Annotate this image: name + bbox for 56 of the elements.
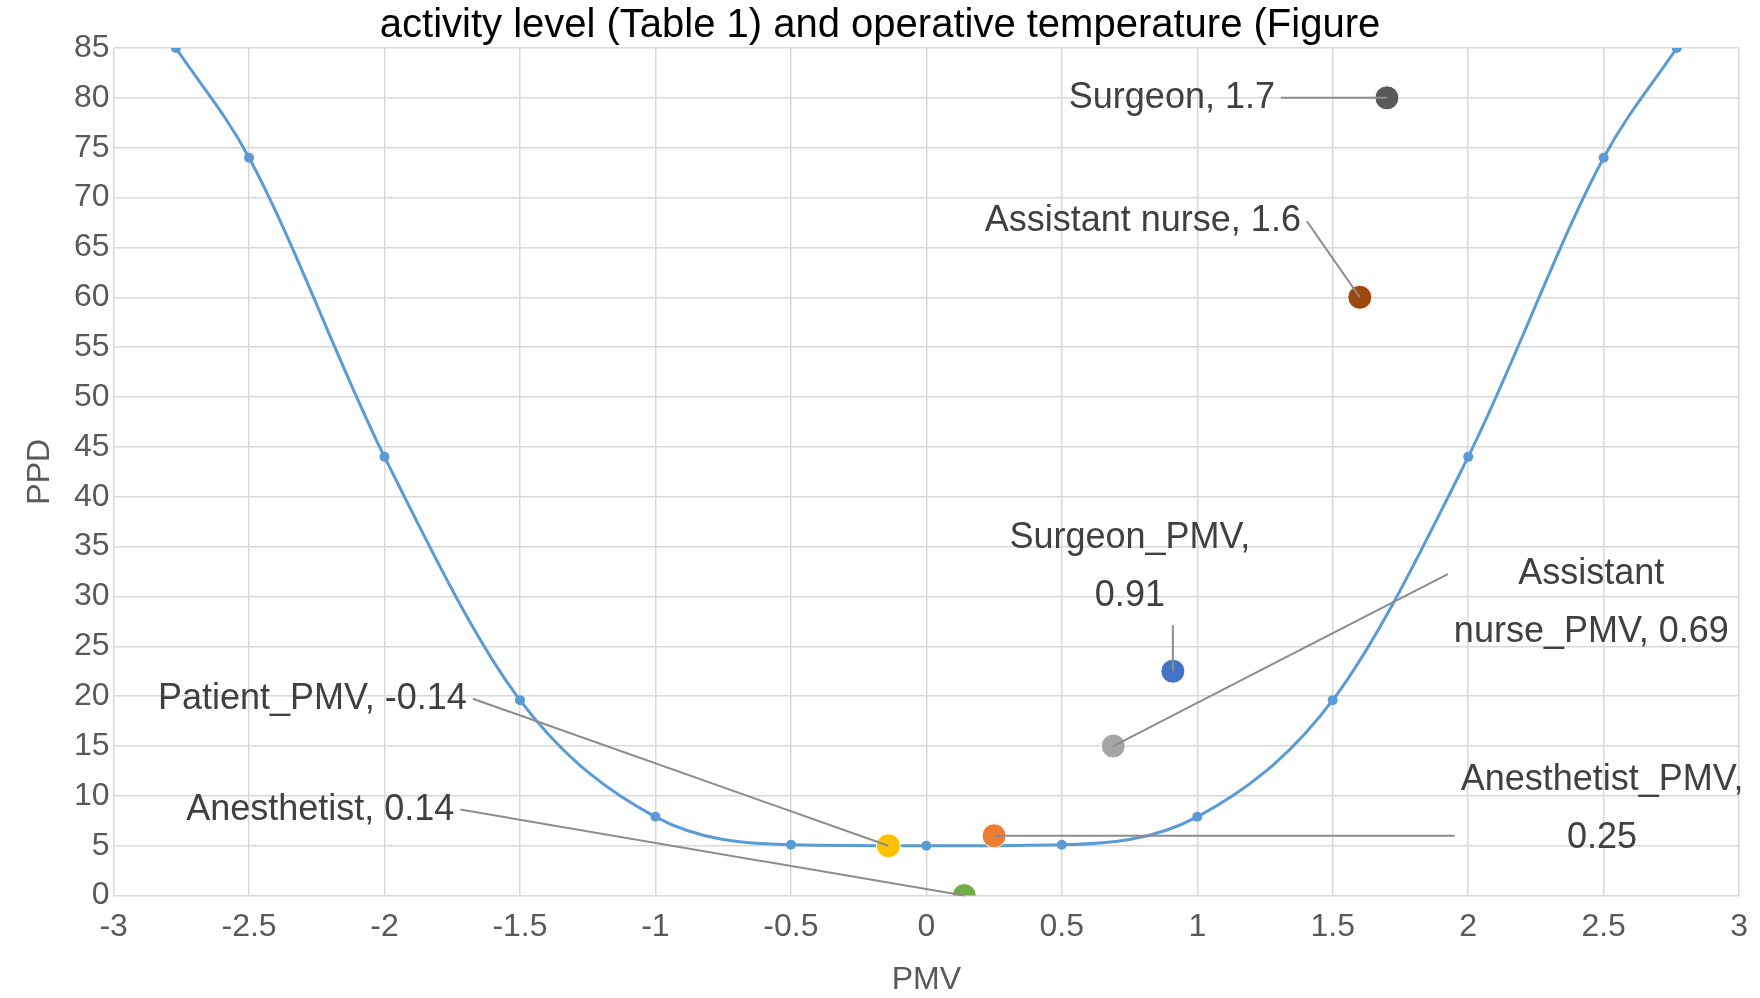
point	[514, 695, 525, 706]
annotation: Anesthetist, 0.14	[186, 786, 455, 828]
y-tick-label: 25	[74, 626, 110, 663]
point	[1463, 451, 1474, 462]
y-axis-title: PPD	[19, 438, 56, 505]
y-tick-label: 30	[74, 576, 110, 613]
y-tick-label: 60	[74, 277, 110, 314]
point	[1100, 733, 1126, 759]
point	[1327, 695, 1338, 706]
point	[875, 833, 901, 859]
y-tick-label: 20	[74, 675, 110, 712]
point	[785, 839, 796, 850]
point	[244, 152, 255, 163]
annotation: Patient_PMV, -0.14	[157, 675, 467, 717]
x-tick-label: 0	[917, 906, 936, 943]
annotation: Surgeon, 1.7	[1068, 74, 1275, 116]
x-tick-label: -1	[641, 906, 670, 943]
point	[1192, 811, 1203, 822]
y-tick-label: 75	[74, 127, 110, 164]
point	[1374, 85, 1400, 111]
y-tick-label: 5	[91, 825, 110, 862]
y-tick-label: 10	[74, 775, 110, 812]
y-tick-label: 70	[74, 177, 110, 214]
x-tick-label: 2	[1459, 906, 1478, 943]
point	[921, 840, 932, 851]
annotation: Surgeon_PMV, 0.91	[1009, 515, 1251, 615]
y-tick-label: 15	[74, 725, 110, 762]
y-tick-label: 35	[74, 526, 110, 563]
x-tick-label: -0.5	[763, 906, 819, 943]
y-tick-label: 40	[74, 476, 110, 513]
x-tick-label: 1	[1188, 906, 1207, 943]
x-tick-label: 2.5	[1581, 906, 1626, 943]
y-tick-label: 80	[74, 77, 110, 114]
point	[379, 451, 390, 462]
x-tick-label: -2	[370, 906, 399, 943]
x-tick-label: 3	[1730, 906, 1748, 943]
x-tick-label: -2.5	[221, 906, 277, 943]
y-tick-label: 50	[74, 376, 110, 413]
point	[1347, 284, 1373, 310]
y-tick-label: 65	[74, 227, 110, 264]
y-tick-label: 45	[74, 426, 110, 463]
point	[1160, 658, 1186, 684]
point	[1056, 839, 1067, 850]
x-tick-label: 1.5	[1310, 906, 1355, 943]
y-tick-label: 85	[74, 27, 110, 64]
x-axis-title: PMV	[891, 959, 962, 996]
x-tick-label: -1.5	[492, 906, 548, 943]
point	[1598, 152, 1609, 163]
annotation: Anesthetist_PMV, 0.25	[1460, 756, 1744, 856]
y-tick-label: 55	[74, 326, 110, 363]
point	[650, 811, 661, 822]
x-tick-label: 0.5	[1039, 906, 1085, 943]
annotation: Assistant nurse_PMV, 0.69	[1453, 550, 1729, 650]
chart-title: activity level (Table 1) and operative temperature (Figure	[379, 1, 1381, 46]
point	[981, 823, 1007, 849]
annotation: Assistant nurse, 1.6	[984, 198, 1301, 240]
